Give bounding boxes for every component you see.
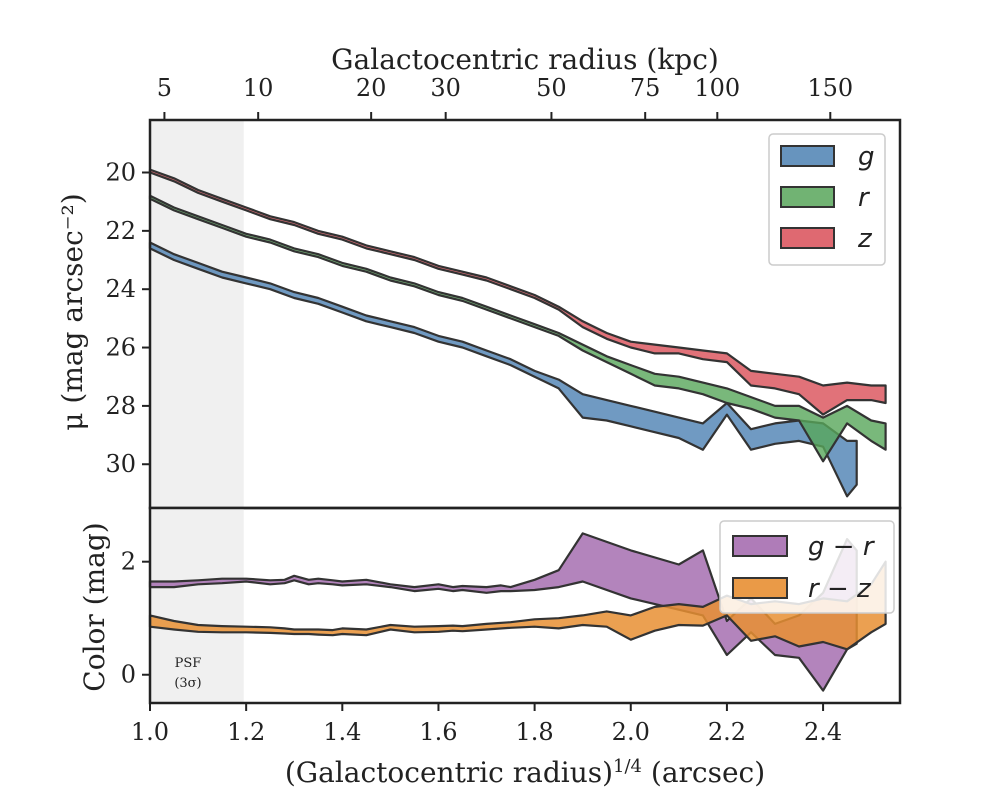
x-tick-label: 1.6 (419, 718, 457, 746)
surface-brightness-axis-title: μ (mag arcsec⁻²) (56, 193, 89, 430)
psf-sigma-label: (3σ) (174, 676, 201, 691)
psf-region-bottom (150, 508, 244, 703)
band-g (148, 241, 858, 498)
x-tick-label: 2.0 (612, 718, 650, 746)
top-tick-label: 150 (807, 74, 853, 102)
bottom-panel-frame (148, 506, 902, 705)
legend-label-g-minus-r: g − r (808, 532, 876, 562)
top-tick-label: 5 (157, 74, 172, 102)
top-tick-label: 50 (536, 74, 567, 102)
band-z (148, 168, 887, 416)
legend-swatch-r (780, 186, 835, 208)
x-tick-label: 2.2 (708, 718, 746, 746)
x-tick-label: 2.4 (804, 718, 842, 746)
top-tick-label: 10 (243, 74, 274, 102)
legend-label-g: g (858, 142, 875, 172)
x-tick-label: 1.0 (131, 718, 169, 746)
x-tick-label: 1.8 (516, 718, 554, 746)
legend-bottom: g − r r − z (719, 520, 895, 614)
y-tick-label: 26 (105, 334, 136, 362)
bottom-axis-title-exponent: 1/4 (613, 756, 642, 777)
y-tick-label: 30 (105, 450, 136, 478)
top-tick-label: 75 (630, 74, 661, 102)
legend-swatch-r-minus-z (732, 577, 788, 599)
y-tick-label: 20 (105, 159, 136, 187)
legend-label-r-minus-z: r − z (808, 574, 872, 604)
top-tick-label: 100 (694, 74, 740, 102)
y-tick-label: 28 (105, 392, 136, 420)
top-axis-title: Galactocentric radius (kpc) (331, 43, 719, 76)
psf-region-top (150, 120, 244, 508)
color-tick-label: 0 (121, 661, 136, 689)
x-tick-label: 1.4 (323, 718, 361, 746)
y-tick-label: 22 (105, 217, 136, 245)
bottom-axis-title-unit: (arcsec) (642, 756, 765, 789)
top-tick-label: 20 (356, 74, 387, 102)
legend-label-r: r (858, 183, 871, 213)
legend-swatch-g (780, 145, 835, 167)
color-tick-label: 2 (121, 548, 136, 576)
band-r (148, 194, 887, 463)
legend-swatch-g-minus-r (732, 535, 788, 557)
bottom-axis-title-base: (Galactocentric radius) (285, 756, 613, 789)
legend-top: grz (768, 133, 886, 266)
psf-label: PSF (175, 656, 202, 671)
top-tick-label: 30 (430, 74, 461, 102)
color-panel: 0 2 1.0 1.2 1.4 1.6 1.8 2.0 2.2 2.4 PSF (3σ) g − r r … (121, 506, 902, 746)
bottom-axis-title: (Galactocentric radius)1/4 (arcsec) (285, 756, 765, 789)
y-tick-label: 24 (105, 275, 136, 303)
color-axis-title: Color (mag) (78, 522, 111, 691)
surface-brightness-panel: 5 10 20 30 50 75 100 150 20 22 24 26 28 30 grz (105, 74, 902, 510)
x-tick-label: 1.2 (227, 718, 265, 746)
legend-label-z: z (857, 224, 873, 254)
legend-swatch-z (780, 227, 835, 249)
